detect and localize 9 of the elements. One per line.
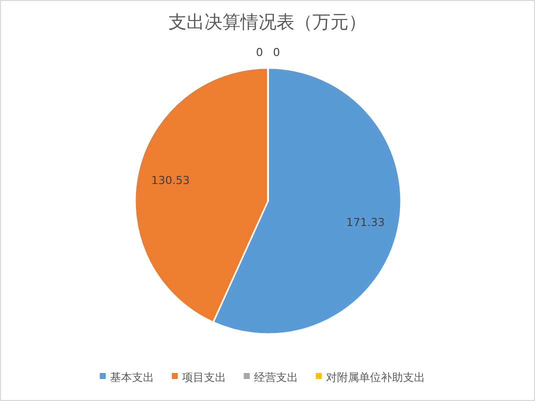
legend-label: 项目支出 [182, 371, 226, 384]
text: 0 [273, 46, 280, 59]
data-label: 130.53 [151, 174, 190, 187]
text: 0 [256, 46, 263, 59]
chart-title: 支出决算情况表（万元） [168, 12, 366, 33]
legend-label: 基本支出 [110, 371, 154, 384]
data-label: 171.33 [346, 216, 385, 230]
legend-label: 经营支出 [254, 371, 298, 384]
legend-label: 对附属单位补助支出 [326, 371, 425, 384]
